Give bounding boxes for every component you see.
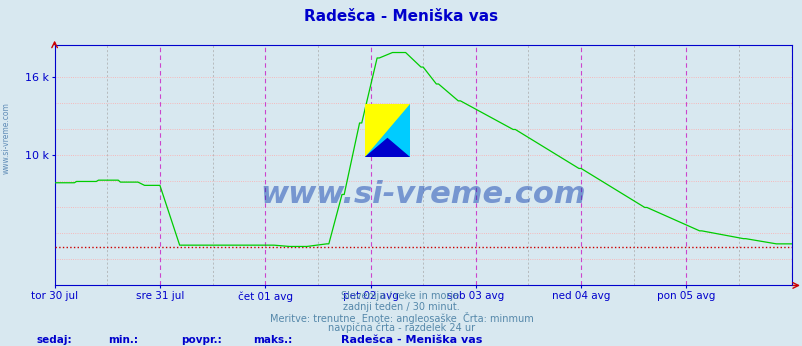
- Text: www.si-vreme.com: www.si-vreme.com: [260, 180, 585, 209]
- Polygon shape: [365, 104, 409, 157]
- Text: min.:: min.:: [108, 335, 138, 345]
- Text: Meritve: trenutne  Enote: angleosaške  Črta: minmum: Meritve: trenutne Enote: angleosaške Črt…: [269, 312, 533, 324]
- Polygon shape: [365, 139, 409, 157]
- Text: povpr.:: povpr.:: [180, 335, 221, 345]
- Text: Radešca - Meniška vas: Radešca - Meniška vas: [341, 335, 482, 345]
- Polygon shape: [365, 104, 409, 157]
- Text: Radešca - Meniška vas: Radešca - Meniška vas: [304, 9, 498, 24]
- Text: zadnji teden / 30 minut.: zadnji teden / 30 minut.: [342, 302, 460, 312]
- Text: navpična črta - razdelek 24 ur: navpična črta - razdelek 24 ur: [327, 322, 475, 333]
- Text: maks.:: maks.:: [253, 335, 292, 345]
- Text: sedaj:: sedaj:: [36, 335, 71, 345]
- Text: Slovenija / reke in morje.: Slovenija / reke in morje.: [341, 291, 461, 301]
- Text: www.si-vreme.com: www.si-vreme.com: [2, 102, 11, 174]
